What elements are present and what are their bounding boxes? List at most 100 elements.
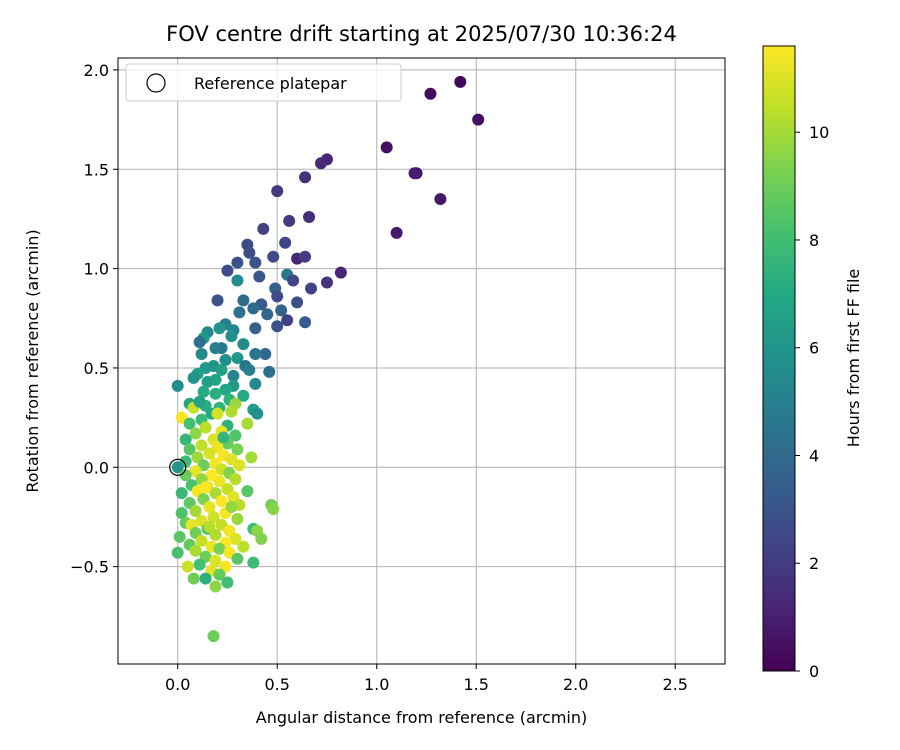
data-point xyxy=(201,375,214,388)
legend-box xyxy=(125,63,402,102)
data-point xyxy=(390,226,403,239)
y-tick-label: 1.5 xyxy=(84,160,109,179)
data-point xyxy=(221,576,234,589)
data-point xyxy=(271,290,284,303)
y-tick-label: 2.0 xyxy=(84,61,109,80)
chart-title: FOV centre drift starting at 2025/07/30 … xyxy=(166,22,677,46)
colorbar xyxy=(762,45,796,672)
data-point xyxy=(299,171,312,184)
data-point xyxy=(175,506,188,519)
data-point xyxy=(303,210,316,223)
colorbar-tick-label: 0 xyxy=(809,662,819,681)
data-point xyxy=(179,469,192,482)
data-point xyxy=(424,87,437,100)
data-point xyxy=(454,75,467,88)
colorbar-tick-label: 8 xyxy=(809,231,819,250)
x-tick-label: 0.0 xyxy=(165,675,190,694)
data-point xyxy=(221,264,234,277)
data-point xyxy=(209,387,222,400)
data-point xyxy=(243,246,256,259)
y-tick-label: −0.5 xyxy=(70,558,109,577)
data-point xyxy=(320,276,333,289)
plot-frame xyxy=(117,57,726,665)
data-point xyxy=(203,501,216,514)
data-point xyxy=(267,503,280,516)
data-point xyxy=(231,552,244,565)
data-point xyxy=(275,304,288,317)
data-point xyxy=(175,487,188,500)
data-point xyxy=(189,544,202,557)
data-point xyxy=(237,294,250,307)
data-point xyxy=(249,256,262,269)
data-point xyxy=(472,113,485,126)
y-tick-label: 1.0 xyxy=(84,260,109,279)
data-point xyxy=(217,431,230,444)
data-point xyxy=(173,530,186,543)
data-point xyxy=(171,546,184,559)
y-tick-label: 0.0 xyxy=(84,458,109,477)
data-point xyxy=(229,473,242,486)
data-point xyxy=(283,214,296,227)
data-point xyxy=(213,475,226,488)
data-point xyxy=(209,554,222,567)
data-point xyxy=(195,348,208,361)
colorbar-tick-label: 10 xyxy=(809,123,829,142)
data-point xyxy=(408,167,421,180)
data-point xyxy=(314,157,327,170)
data-point xyxy=(291,296,304,309)
data-point xyxy=(281,314,294,327)
data-point xyxy=(237,540,250,553)
x-axis: 0.0 0.5 1.0 1.5 2.0 2.5 xyxy=(165,664,688,694)
data-point xyxy=(215,363,228,376)
data-point xyxy=(183,417,196,430)
data-point xyxy=(211,294,224,307)
x-tick-label: 2.0 xyxy=(563,675,588,694)
data-point xyxy=(261,308,274,321)
data-point xyxy=(257,222,270,235)
colorbar-tick-label: 4 xyxy=(809,446,819,465)
data-point xyxy=(259,348,272,361)
data-point xyxy=(247,302,260,315)
data-point xyxy=(271,185,284,198)
data-point xyxy=(207,510,220,523)
colorbar-label: Hours from first FF file xyxy=(844,269,863,448)
data-point xyxy=(189,427,202,440)
data-point xyxy=(243,363,256,376)
data-point xyxy=(237,338,250,351)
x-tick-label: 2.5 xyxy=(663,675,688,694)
legend: Reference platepar xyxy=(125,63,402,102)
data-point xyxy=(245,451,258,464)
data-point xyxy=(179,433,192,446)
data-point xyxy=(299,250,312,263)
data-point xyxy=(267,250,280,263)
y-tick-label: 0.5 xyxy=(84,359,109,378)
data-point xyxy=(253,270,266,283)
data-point xyxy=(211,407,224,420)
y-axis: −0.5 0.0 0.5 1.0 1.5 2.0 xyxy=(70,61,118,577)
data-point xyxy=(183,443,196,456)
data-point xyxy=(279,236,292,249)
data-point xyxy=(219,354,232,367)
data-point xyxy=(171,379,184,392)
data-point xyxy=(213,542,226,555)
data-point xyxy=(187,572,200,585)
data-point xyxy=(231,274,244,287)
data-point xyxy=(213,568,226,581)
data-point xyxy=(199,481,212,494)
data-point xyxy=(193,558,206,571)
legend-entry-reference: Reference platepar xyxy=(194,74,347,93)
data-point xyxy=(249,322,262,335)
data-point xyxy=(225,501,238,514)
data-point xyxy=(299,316,312,329)
data-point xyxy=(213,322,226,335)
data-point xyxy=(209,342,222,355)
data-point xyxy=(247,556,260,569)
x-axis-label: Angular distance from reference (arcmin) xyxy=(256,708,587,727)
data-point xyxy=(263,365,276,378)
data-point xyxy=(241,417,254,430)
data-point xyxy=(249,377,262,390)
colorbar-tick-label: 6 xyxy=(809,339,819,358)
data-point xyxy=(334,266,347,279)
data-point xyxy=(203,520,216,533)
